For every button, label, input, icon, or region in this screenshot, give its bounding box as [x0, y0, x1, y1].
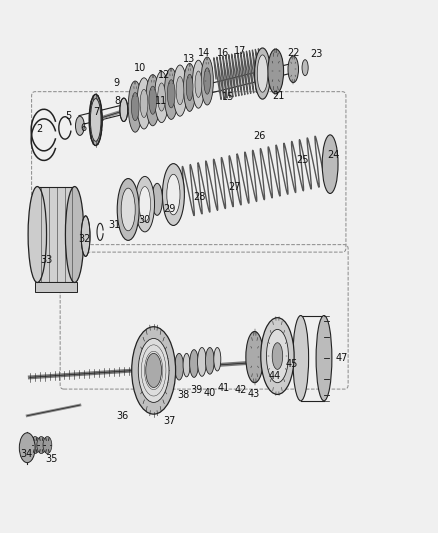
Ellipse shape	[137, 78, 151, 129]
Text: 25: 25	[296, 155, 308, 165]
Ellipse shape	[194, 71, 201, 98]
Ellipse shape	[197, 348, 206, 376]
Text: 24: 24	[327, 150, 339, 159]
Ellipse shape	[213, 348, 220, 371]
Ellipse shape	[173, 65, 187, 116]
Ellipse shape	[260, 318, 293, 394]
Text: 2: 2	[36, 124, 42, 134]
Text: 15: 15	[222, 92, 234, 102]
Ellipse shape	[201, 57, 213, 105]
Ellipse shape	[257, 55, 267, 92]
Ellipse shape	[128, 81, 142, 132]
Text: 16: 16	[216, 49, 229, 58]
Ellipse shape	[81, 216, 90, 256]
Text: 11: 11	[155, 96, 167, 106]
Ellipse shape	[90, 99, 101, 141]
Ellipse shape	[164, 68, 178, 119]
Text: 39: 39	[190, 385, 202, 395]
Bar	[35, 282, 77, 292]
Text: 14: 14	[198, 49, 210, 58]
Ellipse shape	[28, 187, 46, 282]
Text: 35: 35	[46, 455, 58, 464]
Text: 26: 26	[252, 131, 265, 141]
Text: 33: 33	[40, 255, 52, 265]
Ellipse shape	[167, 80, 175, 108]
Ellipse shape	[272, 343, 282, 369]
Text: 47: 47	[335, 353, 347, 363]
Ellipse shape	[148, 86, 156, 114]
Ellipse shape	[301, 60, 307, 76]
Text: 43: 43	[247, 390, 259, 399]
Ellipse shape	[152, 183, 162, 215]
Ellipse shape	[254, 48, 270, 99]
Ellipse shape	[203, 68, 210, 94]
Ellipse shape	[131, 327, 175, 414]
Ellipse shape	[266, 329, 288, 383]
Ellipse shape	[186, 74, 193, 101]
Ellipse shape	[287, 56, 298, 83]
Text: 38: 38	[177, 391, 189, 400]
Ellipse shape	[189, 350, 198, 377]
Bar	[37, 187, 74, 282]
Ellipse shape	[174, 353, 183, 380]
Text: 37: 37	[162, 416, 175, 426]
Ellipse shape	[315, 316, 331, 401]
Ellipse shape	[117, 179, 139, 240]
Text: 21: 21	[272, 91, 284, 101]
Text: 28: 28	[193, 192, 205, 202]
Ellipse shape	[245, 332, 263, 383]
Ellipse shape	[31, 437, 39, 454]
Ellipse shape	[183, 353, 190, 377]
Text: 10: 10	[134, 63, 146, 73]
Text: 36: 36	[117, 411, 129, 421]
Text: 23: 23	[309, 50, 321, 59]
Ellipse shape	[75, 116, 84, 135]
Text: 17: 17	[234, 46, 246, 55]
Text: 9: 9	[113, 78, 119, 87]
Text: 40: 40	[203, 389, 215, 398]
Ellipse shape	[162, 164, 184, 225]
Text: 44: 44	[268, 371, 280, 381]
Ellipse shape	[139, 187, 150, 222]
Ellipse shape	[140, 90, 148, 117]
Text: 34: 34	[20, 449, 32, 459]
Ellipse shape	[120, 98, 127, 122]
Text: 8: 8	[114, 96, 120, 106]
Ellipse shape	[154, 71, 168, 123]
Text: 22: 22	[286, 49, 299, 58]
Ellipse shape	[138, 338, 169, 402]
Ellipse shape	[121, 188, 135, 231]
Text: 41: 41	[217, 383, 230, 393]
Ellipse shape	[166, 174, 180, 215]
Text: 27: 27	[228, 182, 240, 191]
Text: 32: 32	[78, 234, 90, 244]
Ellipse shape	[205, 348, 214, 374]
Ellipse shape	[176, 77, 184, 104]
Ellipse shape	[65, 187, 84, 282]
Ellipse shape	[19, 433, 35, 463]
Ellipse shape	[131, 93, 139, 120]
Text: 29: 29	[162, 204, 175, 214]
Text: 45: 45	[285, 359, 297, 368]
Ellipse shape	[157, 83, 165, 111]
Text: 42: 42	[234, 385, 246, 395]
Ellipse shape	[183, 63, 195, 111]
Text: 30: 30	[138, 215, 151, 224]
Text: 31: 31	[108, 220, 120, 230]
Ellipse shape	[267, 49, 283, 94]
Ellipse shape	[43, 437, 52, 454]
Ellipse shape	[37, 437, 46, 454]
Text: 5: 5	[65, 111, 71, 121]
Ellipse shape	[89, 94, 102, 146]
Text: 7: 7	[93, 107, 99, 117]
Ellipse shape	[145, 75, 159, 126]
Text: 13: 13	[182, 54, 194, 63]
Ellipse shape	[135, 176, 154, 232]
Text: 12: 12	[158, 70, 170, 79]
Ellipse shape	[145, 353, 161, 387]
Ellipse shape	[192, 60, 204, 108]
Text: 6: 6	[80, 123, 86, 133]
Ellipse shape	[321, 135, 337, 193]
Ellipse shape	[292, 316, 308, 401]
